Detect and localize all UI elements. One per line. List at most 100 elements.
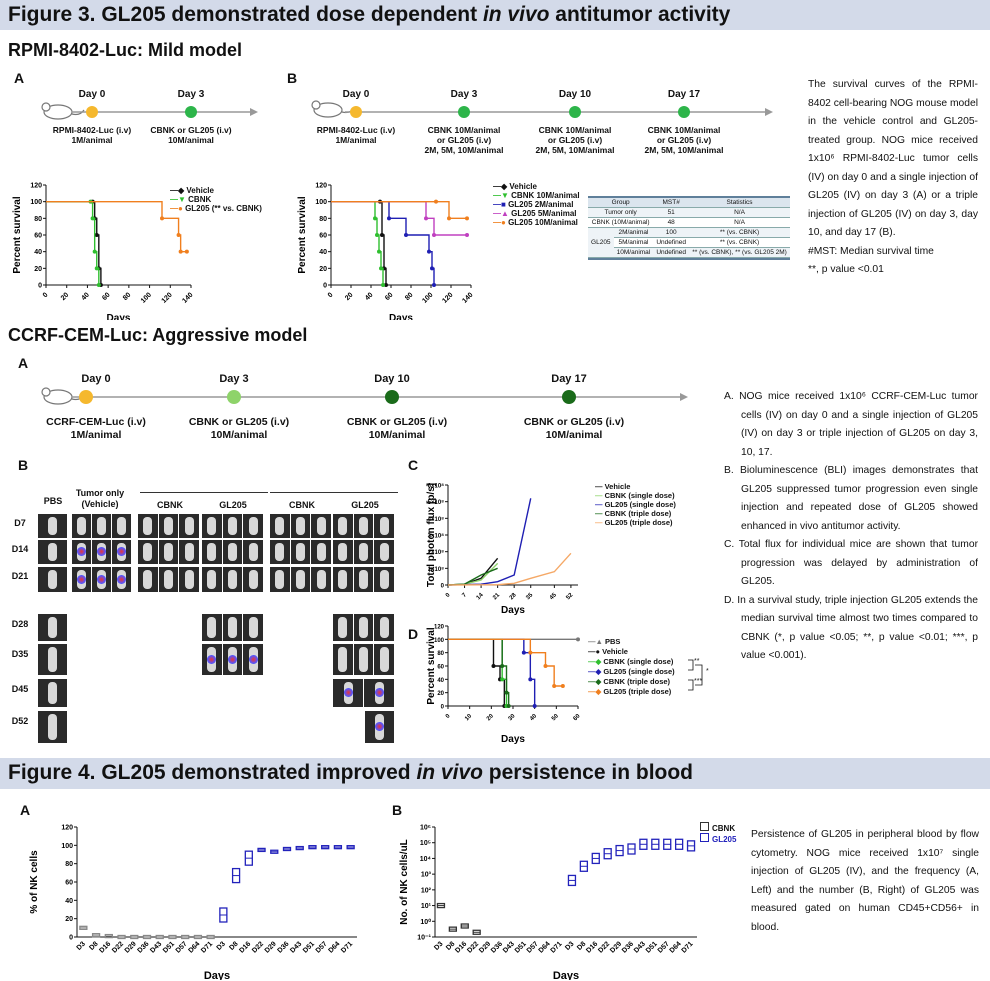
bioluminescence-signal	[117, 547, 126, 556]
figure4-title-italic: in vivo	[416, 761, 483, 784]
data-point	[491, 664, 496, 668]
bli-row-label: D14	[11, 544, 29, 554]
table-cell: Undefined	[653, 237, 690, 248]
sig-marker: *	[706, 668, 709, 675]
mouse-silhouette	[295, 570, 305, 589]
x-tick-label: D51	[162, 941, 176, 955]
bli-mouse-image	[38, 614, 67, 641]
data-point	[427, 249, 431, 254]
day3-dot	[458, 106, 470, 118]
tlB-day3-desc: CBNK 10M/animal or GL205 (i.v) 2M, 5M, 10M…	[414, 125, 514, 155]
table-cell: 100	[653, 227, 690, 238]
mouse-silhouette	[163, 517, 173, 535]
series-line	[448, 638, 536, 706]
y-tick-label: 0	[441, 584, 445, 590]
legend-label: Vehicle	[604, 482, 631, 491]
data-point	[543, 664, 548, 668]
mouse-silhouette	[358, 647, 368, 672]
table-cell: ** (vs. CBNK)	[689, 237, 790, 248]
bli-mouse-image	[311, 540, 331, 564]
legend-item: — CBNK (triple dose)	[595, 509, 672, 518]
series-line	[46, 200, 187, 253]
table-row: Tumor only 51 N/A	[588, 207, 790, 218]
bli-mouse-image	[364, 679, 394, 707]
mouse-silhouette	[207, 617, 217, 638]
y-tick-label: 60	[34, 233, 42, 240]
tlA-day3-line1: CBNK or GL205 (i.v)	[150, 125, 232, 135]
bli-mouse-image	[333, 644, 353, 675]
mouse-silhouette	[275, 543, 285, 561]
day17-dot	[678, 106, 690, 118]
data-point	[506, 704, 511, 708]
bli-mouse-image	[222, 540, 243, 564]
legend-label: GL205 5M/animal	[511, 209, 577, 218]
y-tick-label: 2×10⁸	[428, 550, 445, 556]
table-header: MST#	[653, 198, 690, 208]
legend-label: GL205	[712, 835, 737, 844]
figure4-title-part1: Figure 4. GL205 demonstrated improved	[8, 761, 417, 784]
bli-mouse-image	[374, 514, 394, 538]
y-tick-label: 10¹	[421, 903, 432, 910]
series-line	[448, 638, 508, 706]
data-point	[552, 684, 557, 688]
series-line	[448, 638, 563, 687]
y-tick-label: 20	[34, 266, 42, 273]
agg-day3-line2: 10M/animal	[210, 429, 268, 441]
agg-panel-b-label: B	[18, 457, 29, 473]
x-tick-label: 60	[101, 292, 112, 303]
y-tick-label: 80	[34, 216, 42, 223]
x-tick-label: D64	[669, 941, 683, 955]
bli-col-header: GL205	[219, 500, 247, 510]
data-point	[380, 233, 384, 237]
bli-mouse-image	[179, 567, 199, 592]
bli-mouse-image	[333, 514, 353, 538]
legend-label: GL205 (single dose)	[603, 667, 675, 676]
table-cell: Tumor only	[588, 207, 654, 218]
bli-col-header: GL205	[351, 500, 379, 510]
data-point	[384, 283, 388, 287]
legend-item: —▼ CBNK 10M/animal	[493, 191, 580, 200]
mst-table: Group MST# Statistics Tumor only 51 N/A …	[588, 196, 790, 260]
table-cell: N/A	[689, 217, 790, 228]
x-tick-label: 140	[181, 292, 194, 305]
x-axis-label: Days	[501, 734, 525, 745]
agg-day3-desc: CBNK or GL205 (i.v) 10M/animal	[174, 416, 304, 442]
bli-mouse-image	[92, 514, 111, 538]
bioluminescence-signal	[117, 574, 126, 584]
mouse-silhouette	[295, 543, 305, 561]
y-tick-label: 100	[434, 638, 445, 644]
legend-label: GL205 2M/animal	[508, 200, 574, 209]
mouse-silhouette	[379, 647, 389, 672]
legend-label: GL205 (triple dose)	[604, 518, 673, 527]
bli-mouse-image	[222, 514, 243, 538]
bli-mouse-image	[158, 567, 179, 592]
x-tick-label: D29	[124, 941, 138, 955]
mouse-silhouette	[275, 517, 285, 535]
mouse-silhouette	[48, 543, 57, 561]
bli-col-header: CBNK	[289, 500, 315, 510]
flux-chart: 0 1×10⁸ 2×10⁸ 3×10⁸ 4×10⁸ 5×10⁸ 6×10⁸ 0 7 14 21 28 3…	[426, 483, 578, 616]
x-tick-label: 100	[421, 292, 434, 305]
y-tick-label: 20	[65, 916, 73, 923]
series-line	[447, 552, 572, 586]
mouse-silhouette	[48, 682, 57, 704]
y-tick-label: 3×10⁸	[428, 534, 445, 540]
mouse-silhouette	[358, 517, 368, 535]
fig4-panel-a-label: A	[20, 802, 31, 818]
bli-mouse-image	[38, 644, 67, 675]
data-point	[381, 283, 385, 287]
mouse-silhouette	[338, 517, 348, 535]
bli-mouse-image	[243, 644, 263, 675]
mild-description: The survival curves of the RPMI-8402 cel…	[808, 79, 978, 238]
y-axis-label: % of NK cells	[29, 850, 40, 914]
tlA-day0: Day 0	[78, 89, 106, 100]
legend-label: CBNK	[188, 195, 212, 204]
tlA-day0-line2: 1M/animal	[71, 135, 113, 145]
figure4-title-band: Figure 4. GL205 demonstrated improved in…	[0, 758, 990, 789]
y-tick-label: 120	[30, 183, 42, 190]
x-tick-label: D43	[289, 941, 303, 955]
bioluminescence-signal	[97, 547, 106, 556]
x-tick-label: 0	[445, 713, 452, 720]
agg-panel-a-label: A	[18, 355, 29, 371]
agg-panel-d-label: D	[408, 626, 419, 642]
